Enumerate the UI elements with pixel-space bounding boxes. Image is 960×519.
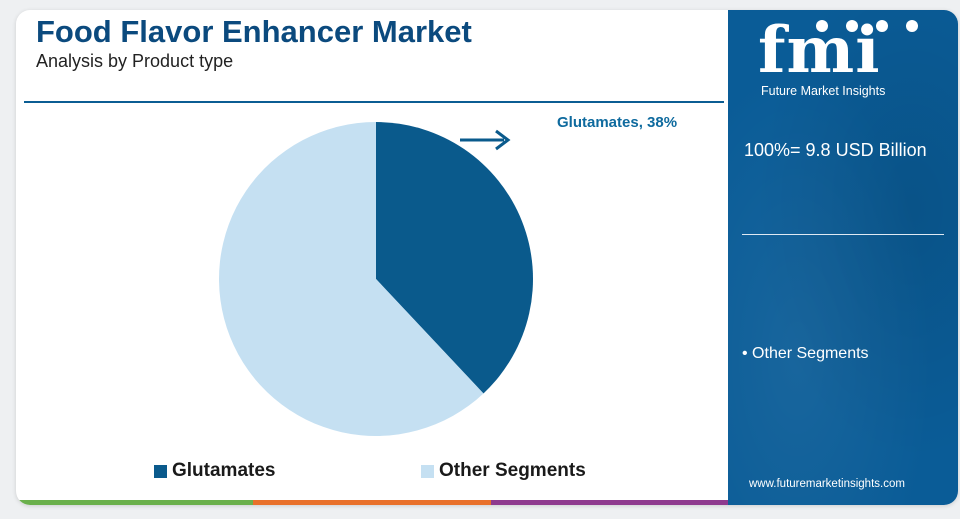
pie-slice-glutamates (376, 122, 534, 394)
bottom-color-bar (16, 500, 728, 505)
bottom-bar-segment (490, 500, 728, 505)
legend-label: Glutamates (172, 460, 276, 481)
legend-swatch (154, 464, 167, 478)
sidebar-other-segments: • Other Segments (742, 345, 869, 362)
chart-card: Food Flavor Enhancer Market Analysis by … (16, 10, 958, 505)
sidebar-divider (742, 234, 944, 235)
pie-chart (219, 122, 534, 436)
bottom-bar-segment (253, 500, 491, 505)
data-label-glutamates: Glutamates, 38% (557, 114, 678, 131)
title-divider (24, 101, 724, 103)
info-sidebar: fmi Future Market Insights 100%= 9.8 USD… (728, 10, 958, 505)
callout-arrow-icon (460, 129, 511, 151)
market-total: 100%= 9.8 USD Billion (744, 140, 927, 160)
logo-caption: Future Market Insights (761, 84, 886, 98)
chart-title: Food Flavor Enhancer Market (36, 14, 472, 49)
legend-label: Other Segments (439, 460, 586, 481)
legend-item-other-segments: Other Segments (421, 460, 586, 482)
bottom-bar-segment (16, 500, 254, 505)
fmi-logo: fmi (758, 13, 881, 88)
legend-swatch (421, 464, 434, 478)
legend-item-glutamates: Glutamates (154, 460, 275, 482)
logo-figures-icon (816, 20, 918, 32)
pie-slice-other-segments (219, 122, 484, 436)
website-link[interactable]: www.futuremarketinsights.com (749, 478, 905, 490)
chart-subtitle: Analysis by Product type (36, 51, 234, 71)
